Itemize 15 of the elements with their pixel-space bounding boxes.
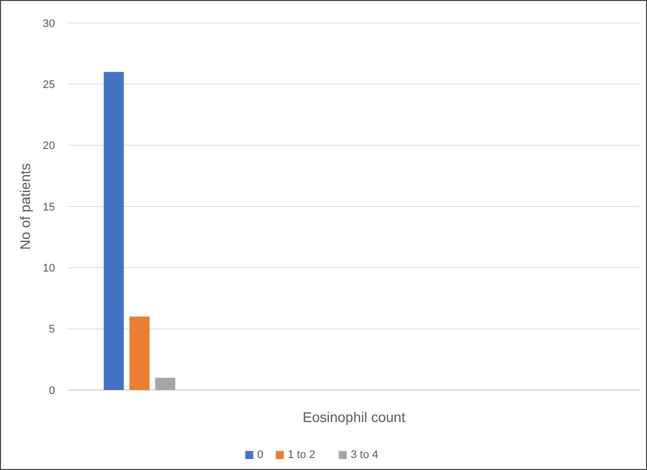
y-axis-title: No of patients [17,163,33,250]
x-axis-title: Eosinophil count [302,409,406,425]
bar [155,378,176,390]
y-tick-label: 10 [42,262,55,275]
legend-label: 3 to 4 [350,449,378,461]
y-tick-label: 15 [42,201,55,214]
y-tick-label: 30 [42,18,55,30]
legend-label: 1 to 2 [288,449,316,461]
y-tick-label: 25 [42,79,55,92]
bar [129,316,150,390]
y-tick-label: 20 [42,140,55,152]
y-tick-label: 0 [48,384,55,397]
bar [104,72,124,390]
y-tick-label: 5 [48,324,55,336]
legend-label: 0 [257,449,264,461]
